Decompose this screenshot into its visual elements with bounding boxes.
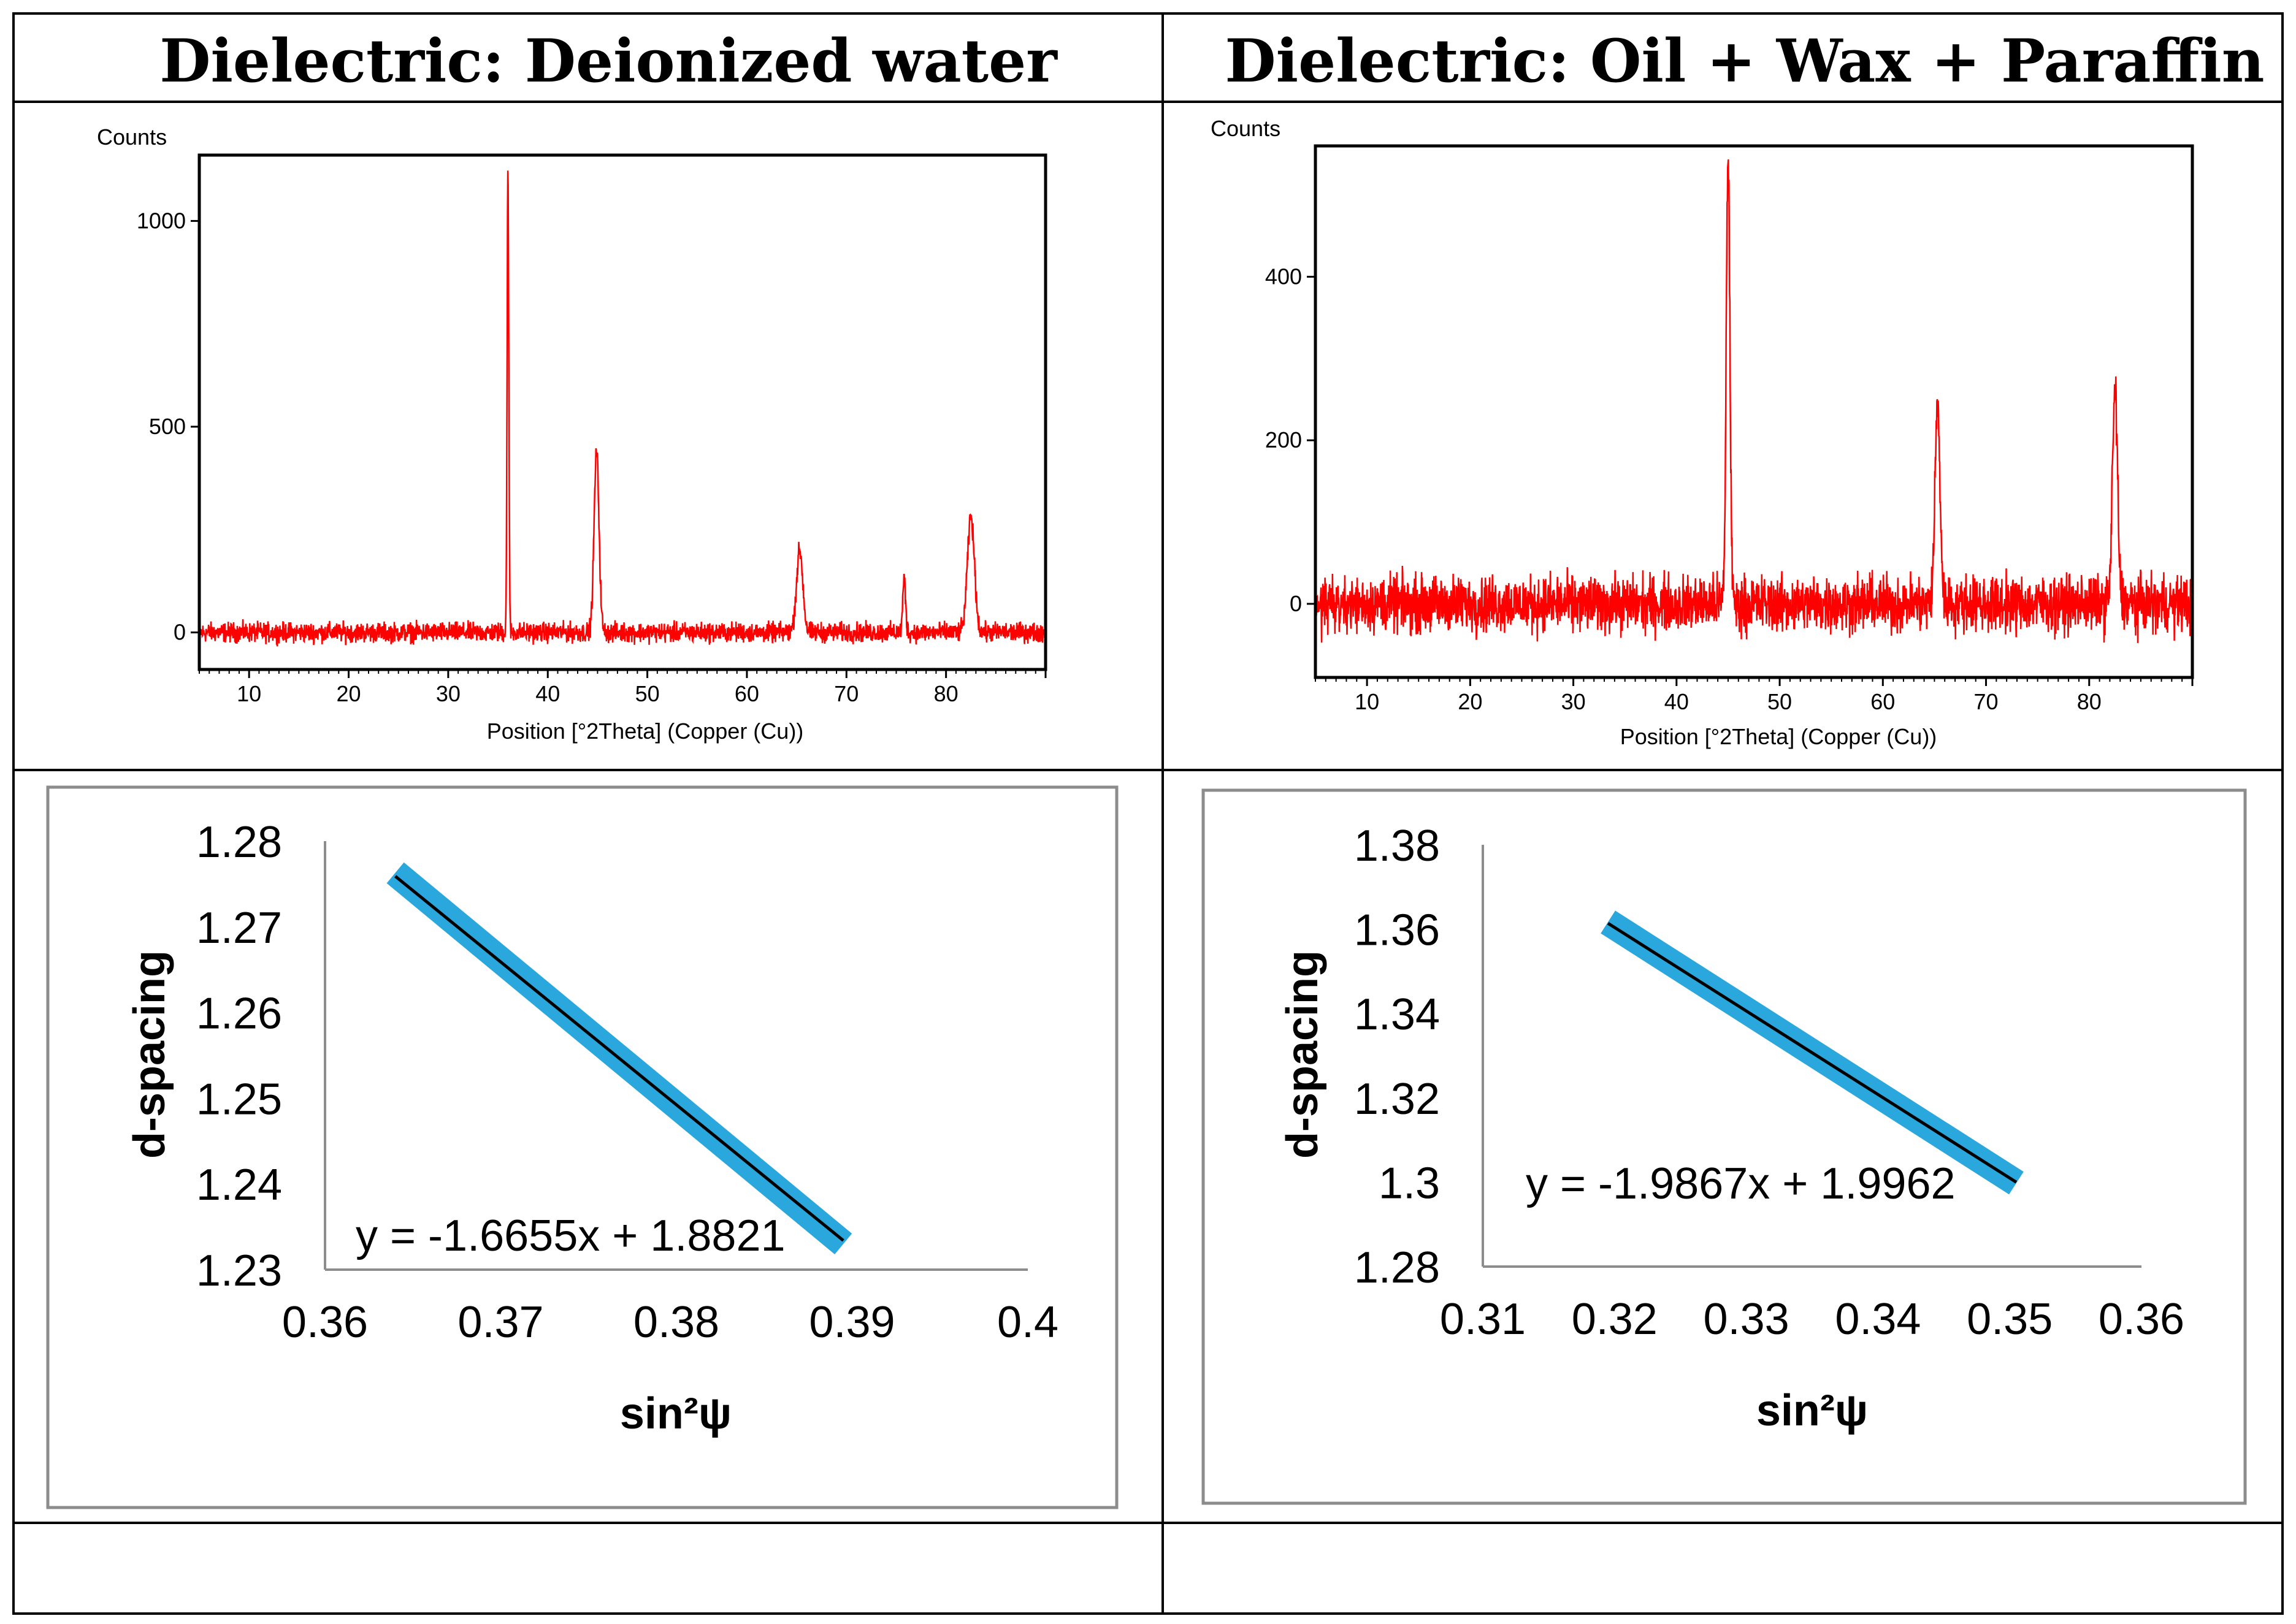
reg-water-xtick-label-4: 0.4 <box>997 1298 1058 1347</box>
reg-oil-xtick-label-2: 0.33 <box>1704 1295 1789 1344</box>
reg-oil-xtick-label-3: 0.34 <box>1835 1295 1921 1344</box>
reg-oil-ytick-label-2: 1.32 <box>1354 1075 1440 1124</box>
reg-oil-y-ticks: 1.28 1.3 1.32 1.34 1.36 1.38 <box>1354 822 1440 1292</box>
table-border <box>12 12 2284 1615</box>
xrd-oil-xtick-label-6: 70 <box>1974 689 1999 714</box>
reg-water-ytick-label-5: 1.28 <box>196 818 282 867</box>
reg-water-ytick-label-1: 1.24 <box>196 1161 282 1210</box>
reg-oil-xtick-label-1: 0.32 <box>1572 1295 1658 1344</box>
reg-water-ytick-label-4: 1.27 <box>196 904 282 953</box>
reg-oil-xtick-label-4: 0.35 <box>1967 1295 2053 1344</box>
xrd-oil-ytick-label-0: 0 <box>1290 591 1302 616</box>
xrd-water-xtick-label-5: 60 <box>735 681 759 706</box>
reg-water-xlabel: sin²ψ <box>620 1389 732 1438</box>
xrd-oil-x-axis: 10 20 30 40 50 60 70 80 <box>1315 677 2194 714</box>
xrd-water-y-axis: 0 500 1000 <box>137 208 199 645</box>
reg-oil-frame <box>1201 788 2247 1505</box>
xrd-oil-xtick-label-3: 40 <box>1664 689 1689 714</box>
xrd-water-xtick-label-4: 50 <box>635 681 660 706</box>
xrd-oil-xtick-label-0: 10 <box>1355 689 1379 714</box>
xrd-chart-oil: Counts Position [°2Theta] (Copper (Cu)) … <box>1211 116 2194 749</box>
reg-water-x-ticks: 0.36 0.37 0.38 0.39 0.4 <box>282 1298 1058 1347</box>
xrd-oil-xtick-label-7: 80 <box>2077 689 2102 714</box>
reg-oil-xtick-label-0: 0.31 <box>1440 1295 1526 1344</box>
xrd-water-ytick-label-1: 500 <box>149 414 186 439</box>
reg-oil-ytick-label-1: 1.3 <box>1379 1159 1440 1208</box>
xrd-water-xtick-label-1: 20 <box>337 681 361 706</box>
reg-water-ytick-label-2: 1.25 <box>196 1075 282 1124</box>
xrd-water-xtick-label-7: 80 <box>934 681 959 706</box>
title-right: Dielectric: Oil + Wax + Paraffin <box>1225 26 2264 96</box>
reg-oil-ytick-label-5: 1.38 <box>1354 822 1440 871</box>
xrd-oil-ytick-label-2: 400 <box>1265 264 1302 289</box>
xrd-oil-plot-frame <box>1314 144 2194 679</box>
xrd-oil-xtick-label-2: 30 <box>1561 689 1586 714</box>
xrd-water-series-line <box>198 170 1047 647</box>
reg-water-equation: y = -1.6655x + 1.8821 <box>356 1211 786 1260</box>
reg-water-xtick-label-1: 0.37 <box>457 1298 543 1347</box>
reg-oil-ylabel: d-spacing <box>1278 950 1327 1159</box>
reg-oil-trendline <box>1607 921 2018 1184</box>
reg-oil-ytick-label-3: 1.34 <box>1354 990 1440 1039</box>
xrd-water-xtick-label-3: 40 <box>535 681 560 706</box>
reg-water-ytick-label-0: 1.23 <box>196 1246 282 1295</box>
xrd-water-xtick-label-6: 70 <box>834 681 859 706</box>
xrd-water-ylabel: Counts <box>97 124 167 150</box>
reg-oil-ytick-label-4: 1.36 <box>1354 906 1440 955</box>
xrd-water-ytick-label-2: 1000 <box>137 208 186 233</box>
reg-water-xtick-label-0: 0.36 <box>282 1298 368 1347</box>
reg-water-trendline <box>394 875 844 1242</box>
reg-oil-xtick-label-5: 0.36 <box>2099 1295 2184 1344</box>
reg-water-ylabel: d-spacing <box>125 950 174 1159</box>
xrd-chart-water: Counts Position [°2Theta] (Copper (Cu)) … <box>97 124 1047 744</box>
table-grid <box>12 12 2284 1615</box>
xrd-oil-xlabel: Position [°2Theta] (Copper (Cu)) <box>1620 724 1937 749</box>
xrd-water-x-axis: 10 20 30 40 50 60 70 80 <box>199 669 1047 706</box>
xrd-water-plot-frame <box>197 153 1047 671</box>
title-left: Dielectric: Deionized water <box>159 26 1058 96</box>
xrd-water-xlabel: Position [°2Theta] (Copper (Cu)) <box>487 719 804 744</box>
xrd-oil-xtick-label-1: 20 <box>1458 689 1482 714</box>
xrd-water-xtick-label-2: 30 <box>436 681 461 706</box>
reg-water-xtick-label-3: 0.39 <box>809 1298 895 1347</box>
xrd-oil-series-line <box>1314 159 2194 643</box>
xrd-water-ytick-label-0: 0 <box>174 620 186 645</box>
reg-water-ytick-label-3: 1.26 <box>196 989 282 1039</box>
reg-water-y-ticks: 1.23 1.24 1.25 1.26 1.27 1.28 <box>196 818 282 1295</box>
xrd-oil-y-axis: 0 200 400 <box>1265 264 1315 616</box>
xrd-oil-ylabel: Counts <box>1211 116 1280 141</box>
regression-chart-water: 1.231.241.251.261.271.28 0.36 0.37 0.38 0.3… <box>46 785 1119 1509</box>
xrd-oil-xtick-label-5: 60 <box>1870 689 1895 714</box>
reg-water-frame <box>46 785 1119 1509</box>
reg-oil-x-ticks: 0.31 0.32 0.33 0.34 0.35 0.36 <box>1440 1295 2184 1344</box>
reg-water-xtick-label-2: 0.38 <box>633 1298 719 1347</box>
xrd-oil-xtick-label-4: 50 <box>1767 689 1792 714</box>
reg-oil-xlabel: sin²ψ <box>1756 1386 1868 1435</box>
reg-oil-equation: y = -1.9867x + 1.9962 <box>1526 1159 1956 1208</box>
regression-chart-oil: 1.28 1.3 1.32 1.34 1.36 1.38 0.31 0.32 0.33 0.34… <box>1201 788 2247 1505</box>
reg-oil-ytick-label-0: 1.28 <box>1354 1243 1440 1292</box>
xrd-water-xtick-label-0: 10 <box>237 681 261 706</box>
xrd-oil-ytick-label-1: 200 <box>1265 427 1302 452</box>
